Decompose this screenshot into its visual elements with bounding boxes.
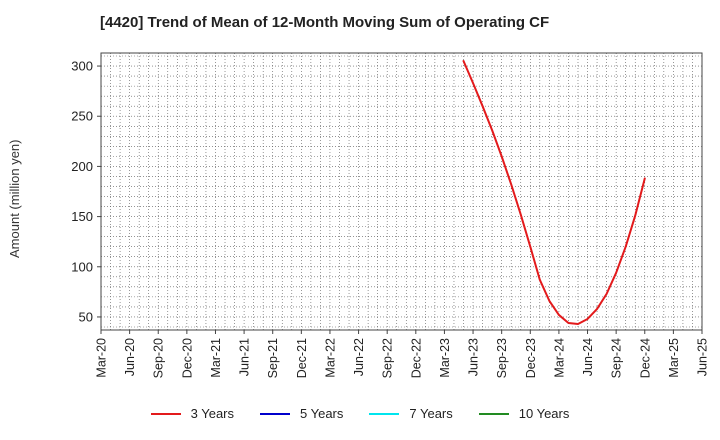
x-tick-label: Dec-23 <box>524 338 538 378</box>
x-tick-label: Dec-20 <box>180 338 194 378</box>
x-tick-label: Sep-20 <box>152 338 166 378</box>
legend-label: 7 Years <box>409 406 453 421</box>
y-tick-label: 100 <box>71 259 93 274</box>
legend-item-7-years: 7 Years <box>369 406 453 421</box>
legend-item-3-years: 3 Years <box>150 406 234 421</box>
x-tick-label: Sep-24 <box>610 338 624 378</box>
legend-swatch <box>260 412 290 415</box>
legend-swatch <box>369 412 400 415</box>
x-tick-label: Jun-23 <box>467 338 481 376</box>
x-tick-label: Dec-21 <box>295 338 309 378</box>
y-tick-label: 300 <box>71 59 93 74</box>
plot-frame <box>100 52 703 331</box>
legend: 3 Years 5 Years 7 Years 10 Years <box>0 406 720 421</box>
x-tick-label: Sep-21 <box>266 338 280 378</box>
series-line-3-years <box>462 60 646 325</box>
x-tick-label: Sep-23 <box>495 338 509 378</box>
y-tick-label: 50 <box>79 309 93 324</box>
legend-swatch <box>150 412 181 415</box>
x-tick-label: Mar-22 <box>323 338 337 378</box>
x-tick-label: Mar-23 <box>438 338 452 378</box>
x-tick-label: Jun-22 <box>352 338 366 376</box>
legend-item-5-years: 5 Years <box>260 406 343 421</box>
x-tick-label: Jun-24 <box>581 338 595 376</box>
x-tick-label: Dec-22 <box>409 338 423 378</box>
x-tick-label: Mar-20 <box>95 338 109 378</box>
legend-label: 3 Years <box>190 406 234 421</box>
x-tick-label: Mar-25 <box>667 338 681 378</box>
x-tick-label: Jun-21 <box>238 338 252 376</box>
x-tick-label: Dec-24 <box>638 338 652 378</box>
legend-label: 5 Years <box>300 406 344 421</box>
x-tick-label: Mar-24 <box>552 338 566 378</box>
y-tick-label: 200 <box>71 159 93 174</box>
x-tick-label: Jun-25 <box>696 338 710 376</box>
y-tick-label: 250 <box>71 109 93 124</box>
legend-item-10-years: 10 Years <box>478 406 570 421</box>
legend-label: 10 Years <box>518 406 570 421</box>
y-tick-label: 150 <box>71 209 93 224</box>
x-tick-label: Jun-20 <box>123 338 137 376</box>
x-tick-label: Sep-22 <box>381 338 395 378</box>
chart-title: [4420] Trend of Mean of 12-Month Moving … <box>100 14 550 31</box>
x-tick-label: Mar-21 <box>209 338 223 378</box>
legend-swatch <box>478 412 509 415</box>
